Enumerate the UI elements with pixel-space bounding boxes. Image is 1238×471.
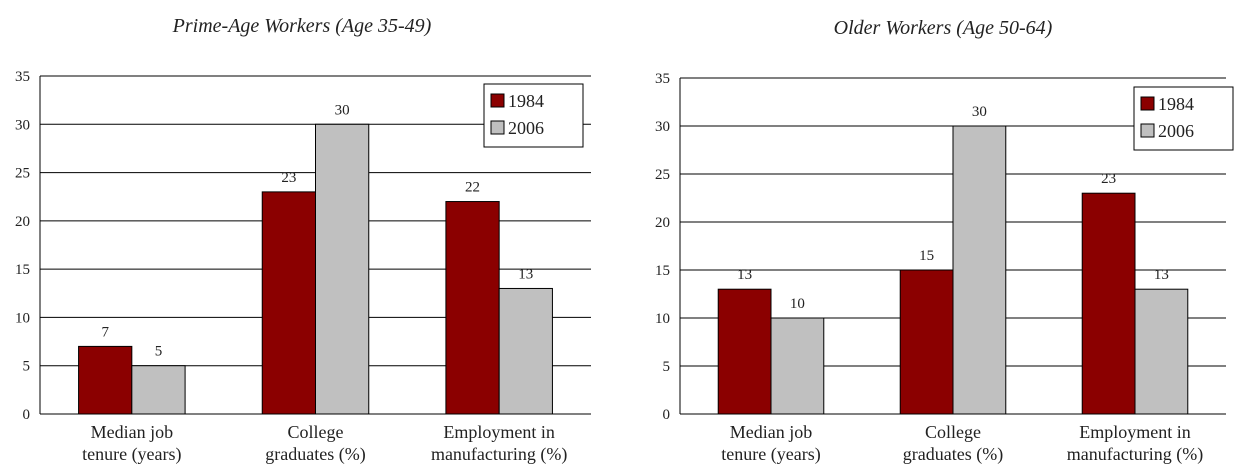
y-tick-label: 25: [15, 166, 30, 182]
x-category-label: College: [288, 422, 344, 442]
data-label: 30: [972, 104, 987, 120]
x-category-label: Median job: [730, 422, 813, 442]
x-category-label: Median job: [91, 422, 174, 442]
chart-title: Prime-Age Workers (Age 35-49): [172, 15, 432, 37]
x-category-label: tenure (years): [82, 444, 181, 465]
bar-2006-0: [131, 365, 186, 415]
y-tick-label: 0: [23, 407, 31, 423]
data-label: 23: [281, 170, 296, 186]
y-tick-label: 15: [15, 262, 30, 278]
data-label: 23: [1101, 171, 1116, 187]
y-tick-label: 5: [23, 359, 31, 375]
legend-label: 1984: [508, 91, 544, 111]
legend-label: 2006: [508, 118, 544, 138]
y-tick-label: 30: [655, 119, 670, 135]
y-tick-label: 30: [15, 117, 30, 133]
x-category-label: Employment in: [443, 422, 555, 442]
data-label: 13: [1154, 267, 1169, 283]
bar-1984-1: [899, 269, 954, 415]
x-category-label: tenure (years): [721, 444, 820, 465]
x-category-label: Employment in: [1079, 422, 1191, 442]
chart-panel-1: Older Workers (Age 50-64) 0 5 10 15 20 25 30 35 1…: [655, 17, 1234, 465]
data-label: 10: [790, 296, 805, 312]
x-category-label: manufacturing (%): [431, 444, 567, 465]
bar-2006-0: [770, 317, 825, 415]
data-label: 7: [101, 324, 109, 340]
y-tick-label: 5: [663, 359, 671, 375]
legend-swatch-1984: [1140, 96, 1155, 111]
bar-2006-2: [1134, 288, 1189, 415]
data-label: 13: [737, 267, 752, 283]
bar-2006-1: [315, 123, 370, 415]
chart-title: Older Workers (Age 50-64): [834, 17, 1053, 39]
bar-1984-0: [717, 288, 772, 415]
y-tick-label: 20: [15, 214, 30, 230]
x-category-label: manufacturing (%): [1067, 444, 1203, 465]
legend-swatch-2006: [1140, 123, 1155, 138]
bar-1984-2: [1081, 192, 1136, 415]
bar-1984-1: [261, 191, 316, 415]
y-tick-label: 0: [663, 407, 671, 423]
y-tick-label: 10: [15, 310, 30, 326]
legend-label: 2006: [1158, 121, 1194, 141]
y-tick-label: 20: [655, 215, 670, 231]
data-label: 22: [465, 180, 480, 196]
legend-swatch-2006: [490, 120, 505, 135]
data-label: 30: [335, 102, 350, 118]
y-tick-label: 25: [655, 167, 670, 183]
chart-panel-0: Prime-Age Workers (Age 35-49) 0 5 10 15 20 25 3…: [15, 15, 591, 465]
x-category-label: College: [925, 422, 981, 442]
legend: 1984 2006: [1133, 86, 1234, 151]
y-tick-label: 15: [655, 263, 670, 279]
bar-1984-0: [78, 345, 133, 415]
bar-1984-2: [445, 201, 500, 415]
bar-2006-2: [498, 287, 553, 415]
bar-2006-1: [952, 125, 1007, 415]
y-tick-label: 35: [655, 71, 670, 87]
data-label: 5: [155, 344, 163, 360]
x-category-label: graduates (%): [903, 444, 1003, 465]
legend-label: 1984: [1158, 94, 1194, 114]
data-label: 13: [518, 266, 533, 282]
legend-swatch-1984: [490, 93, 505, 108]
x-category-label: graduates (%): [265, 444, 365, 465]
data-label: 15: [919, 248, 934, 264]
legend: 1984 2006: [483, 83, 584, 148]
y-tick-label: 10: [655, 311, 670, 327]
y-tick-label: 35: [15, 69, 30, 85]
legend-box: [1133, 86, 1234, 151]
